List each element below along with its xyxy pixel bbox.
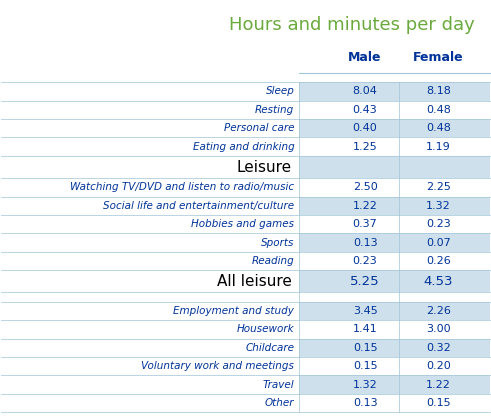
Text: 0.32: 0.32	[426, 343, 451, 353]
Text: 1.22: 1.22	[426, 379, 451, 389]
Text: Female: Female	[413, 51, 464, 64]
Text: Reading: Reading	[251, 256, 294, 266]
Text: Hours and minutes per day: Hours and minutes per day	[229, 16, 475, 34]
Bar	[299, 82, 490, 100]
Text: 2.26: 2.26	[426, 306, 451, 316]
Bar	[299, 196, 490, 215]
Text: 1.32: 1.32	[426, 201, 451, 211]
Text: Leisure: Leisure	[237, 159, 292, 174]
Text: 8.04: 8.04	[353, 86, 378, 96]
Text: All leisure: All leisure	[217, 274, 292, 289]
Text: 0.20: 0.20	[426, 361, 451, 371]
Bar	[299, 375, 490, 394]
Text: 0.23: 0.23	[426, 219, 451, 229]
Text: Housework: Housework	[237, 324, 294, 334]
Text: Social life and entertainment/culture: Social life and entertainment/culture	[103, 201, 294, 211]
Text: Voluntary work and meetings: Voluntary work and meetings	[141, 361, 294, 371]
Bar	[299, 270, 490, 292]
Bar	[299, 301, 490, 320]
Text: 1.22: 1.22	[353, 201, 378, 211]
Bar	[299, 156, 490, 178]
Text: 5.25: 5.25	[350, 275, 380, 288]
Text: 0.23: 0.23	[353, 256, 378, 266]
Text: 4.53: 4.53	[424, 275, 453, 288]
Text: 0.48: 0.48	[426, 105, 451, 115]
Text: 0.26: 0.26	[426, 256, 451, 266]
Text: 0.15: 0.15	[426, 398, 451, 408]
Text: 3.00: 3.00	[426, 324, 451, 334]
Text: Sports: Sports	[261, 238, 294, 248]
Text: Employment and study: Employment and study	[173, 306, 294, 316]
Text: 0.48: 0.48	[426, 123, 451, 133]
Text: 1.32: 1.32	[353, 379, 378, 389]
Text: Watching TV/DVD and listen to radio/music: Watching TV/DVD and listen to radio/musi…	[70, 182, 294, 192]
Text: 8.18: 8.18	[426, 86, 451, 96]
Text: 0.37: 0.37	[353, 219, 378, 229]
Text: 0.13: 0.13	[353, 238, 378, 248]
Text: 1.25: 1.25	[353, 142, 378, 152]
Text: 0.40: 0.40	[353, 123, 378, 133]
Bar	[299, 119, 490, 138]
Text: 0.15: 0.15	[353, 361, 378, 371]
Text: 1.41: 1.41	[353, 324, 378, 334]
Text: 0.07: 0.07	[426, 238, 451, 248]
Text: 0.15: 0.15	[353, 343, 378, 353]
Bar	[299, 234, 490, 252]
Text: 3.45: 3.45	[353, 306, 378, 316]
Text: 2.50: 2.50	[353, 182, 378, 192]
Text: Resting: Resting	[255, 105, 294, 115]
Text: Sleep: Sleep	[266, 86, 294, 96]
Text: Male: Male	[348, 51, 382, 64]
Text: Personal care: Personal care	[224, 123, 294, 133]
Text: 2.25: 2.25	[426, 182, 451, 192]
Text: 0.43: 0.43	[353, 105, 378, 115]
Text: Other: Other	[265, 398, 294, 408]
Text: 1.19: 1.19	[426, 142, 451, 152]
Bar	[299, 339, 490, 357]
Text: Eating and drinking: Eating and drinking	[192, 142, 294, 152]
Text: 0.13: 0.13	[353, 398, 378, 408]
Text: Childcare: Childcare	[246, 343, 294, 353]
Text: Travel: Travel	[263, 379, 294, 389]
Text: Hobbies and games: Hobbies and games	[191, 219, 294, 229]
